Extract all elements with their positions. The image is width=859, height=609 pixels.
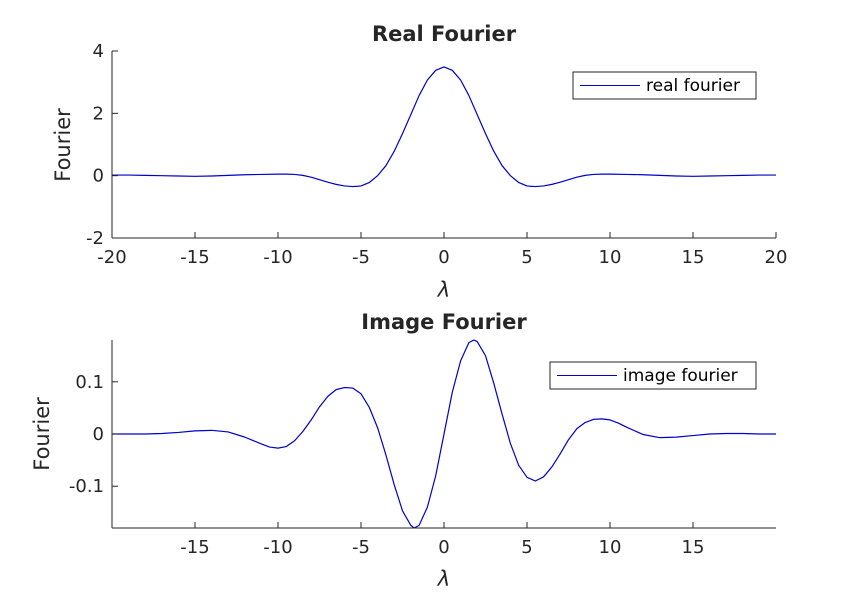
real-fourier-x-tick-label: 15 [682, 247, 705, 268]
real-fourier-series-line-0 [112, 66, 776, 188]
real-fourier-x-axis-label: λ [437, 278, 450, 302]
image-fourier-x-tick-label: 10 [599, 537, 622, 558]
image-fourier-x-ticks: -15 -10 -5 0 5 10 15 [180, 522, 704, 558]
image-fourier-series-line-0 [112, 339, 776, 529]
real-fourier-x-tick-label: 5 [521, 247, 532, 268]
real-fourier-y-tick-label: 0 [93, 166, 104, 187]
image-fourier-x-tick-label: 5 [521, 537, 532, 558]
image-fourier-legend: image fourier [549, 361, 757, 390]
image-fourier-legend-box [549, 361, 757, 390]
real-fourier-y-tick-label: 4 [93, 41, 104, 62]
image-fourier-x-axis-label: λ [437, 567, 450, 591]
image-fourier-x-tick-label: -5 [352, 537, 370, 558]
image-fourier-legend-label: image fourier [623, 366, 738, 386]
real-fourier-x-ticks: -20 -15 -10 -5 0 5 10 15 20 [97, 232, 787, 268]
real-fourier-x-tick-label: -20 [97, 247, 126, 268]
image-fourier-x-tick-label: -15 [180, 537, 209, 558]
image-fourier-y-tick-label: 0.1 [75, 372, 104, 393]
image-fourier-title: Image Fourier [361, 310, 527, 334]
real-fourier-x-tick-label: 0 [438, 247, 449, 268]
image-fourier-axes: Image Fourier -15 -10 -5 0 5 10 15 -0.100.1 λ … [30, 310, 776, 591]
image-fourier-y-ticks: -0.1 0 0.1 [69, 372, 118, 497]
real-fourier-legend: real fourier [572, 71, 757, 100]
real-fourier-x-tick-label: 10 [599, 247, 622, 268]
real-fourier-y-axis-label: Fourier [51, 108, 75, 182]
image-fourier-x-tick-label: -10 [263, 537, 292, 558]
real-fourier-x-tick-label: -15 [180, 247, 209, 268]
image-fourier-x-tick-label: 0 [438, 537, 449, 558]
real-fourier-y-tick-label: 2 [93, 103, 104, 124]
image-fourier-y-axis-label: Fourier [30, 397, 54, 471]
real-fourier-title: Real Fourier [372, 22, 517, 46]
real-fourier-series-group [112, 66, 776, 188]
real-fourier-y-ticks: -2 0 2 4 [86, 41, 118, 249]
image-fourier-y-tick-label: 0 [93, 424, 104, 445]
real-fourier-x-tick-label: -10 [263, 247, 292, 268]
real-fourier-y-tick-label: -2 [86, 228, 104, 249]
real-fourier-legend-label: real fourier [646, 76, 740, 96]
image-fourier-y-tick-label: -0.1 [69, 476, 104, 497]
image-fourier-series-group [112, 339, 776, 529]
real-fourier-x-tick-label: 20 [765, 247, 788, 268]
image-fourier-x-tick-label: 15 [682, 537, 705, 558]
real-fourier-x-tick-label: -5 [352, 247, 370, 268]
